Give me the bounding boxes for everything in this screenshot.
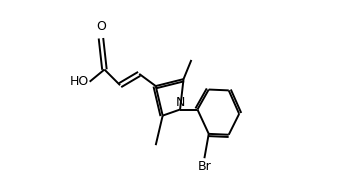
Text: N: N: [175, 96, 185, 109]
Text: Br: Br: [197, 160, 211, 173]
Text: HO: HO: [70, 75, 89, 88]
Text: O: O: [96, 20, 106, 33]
